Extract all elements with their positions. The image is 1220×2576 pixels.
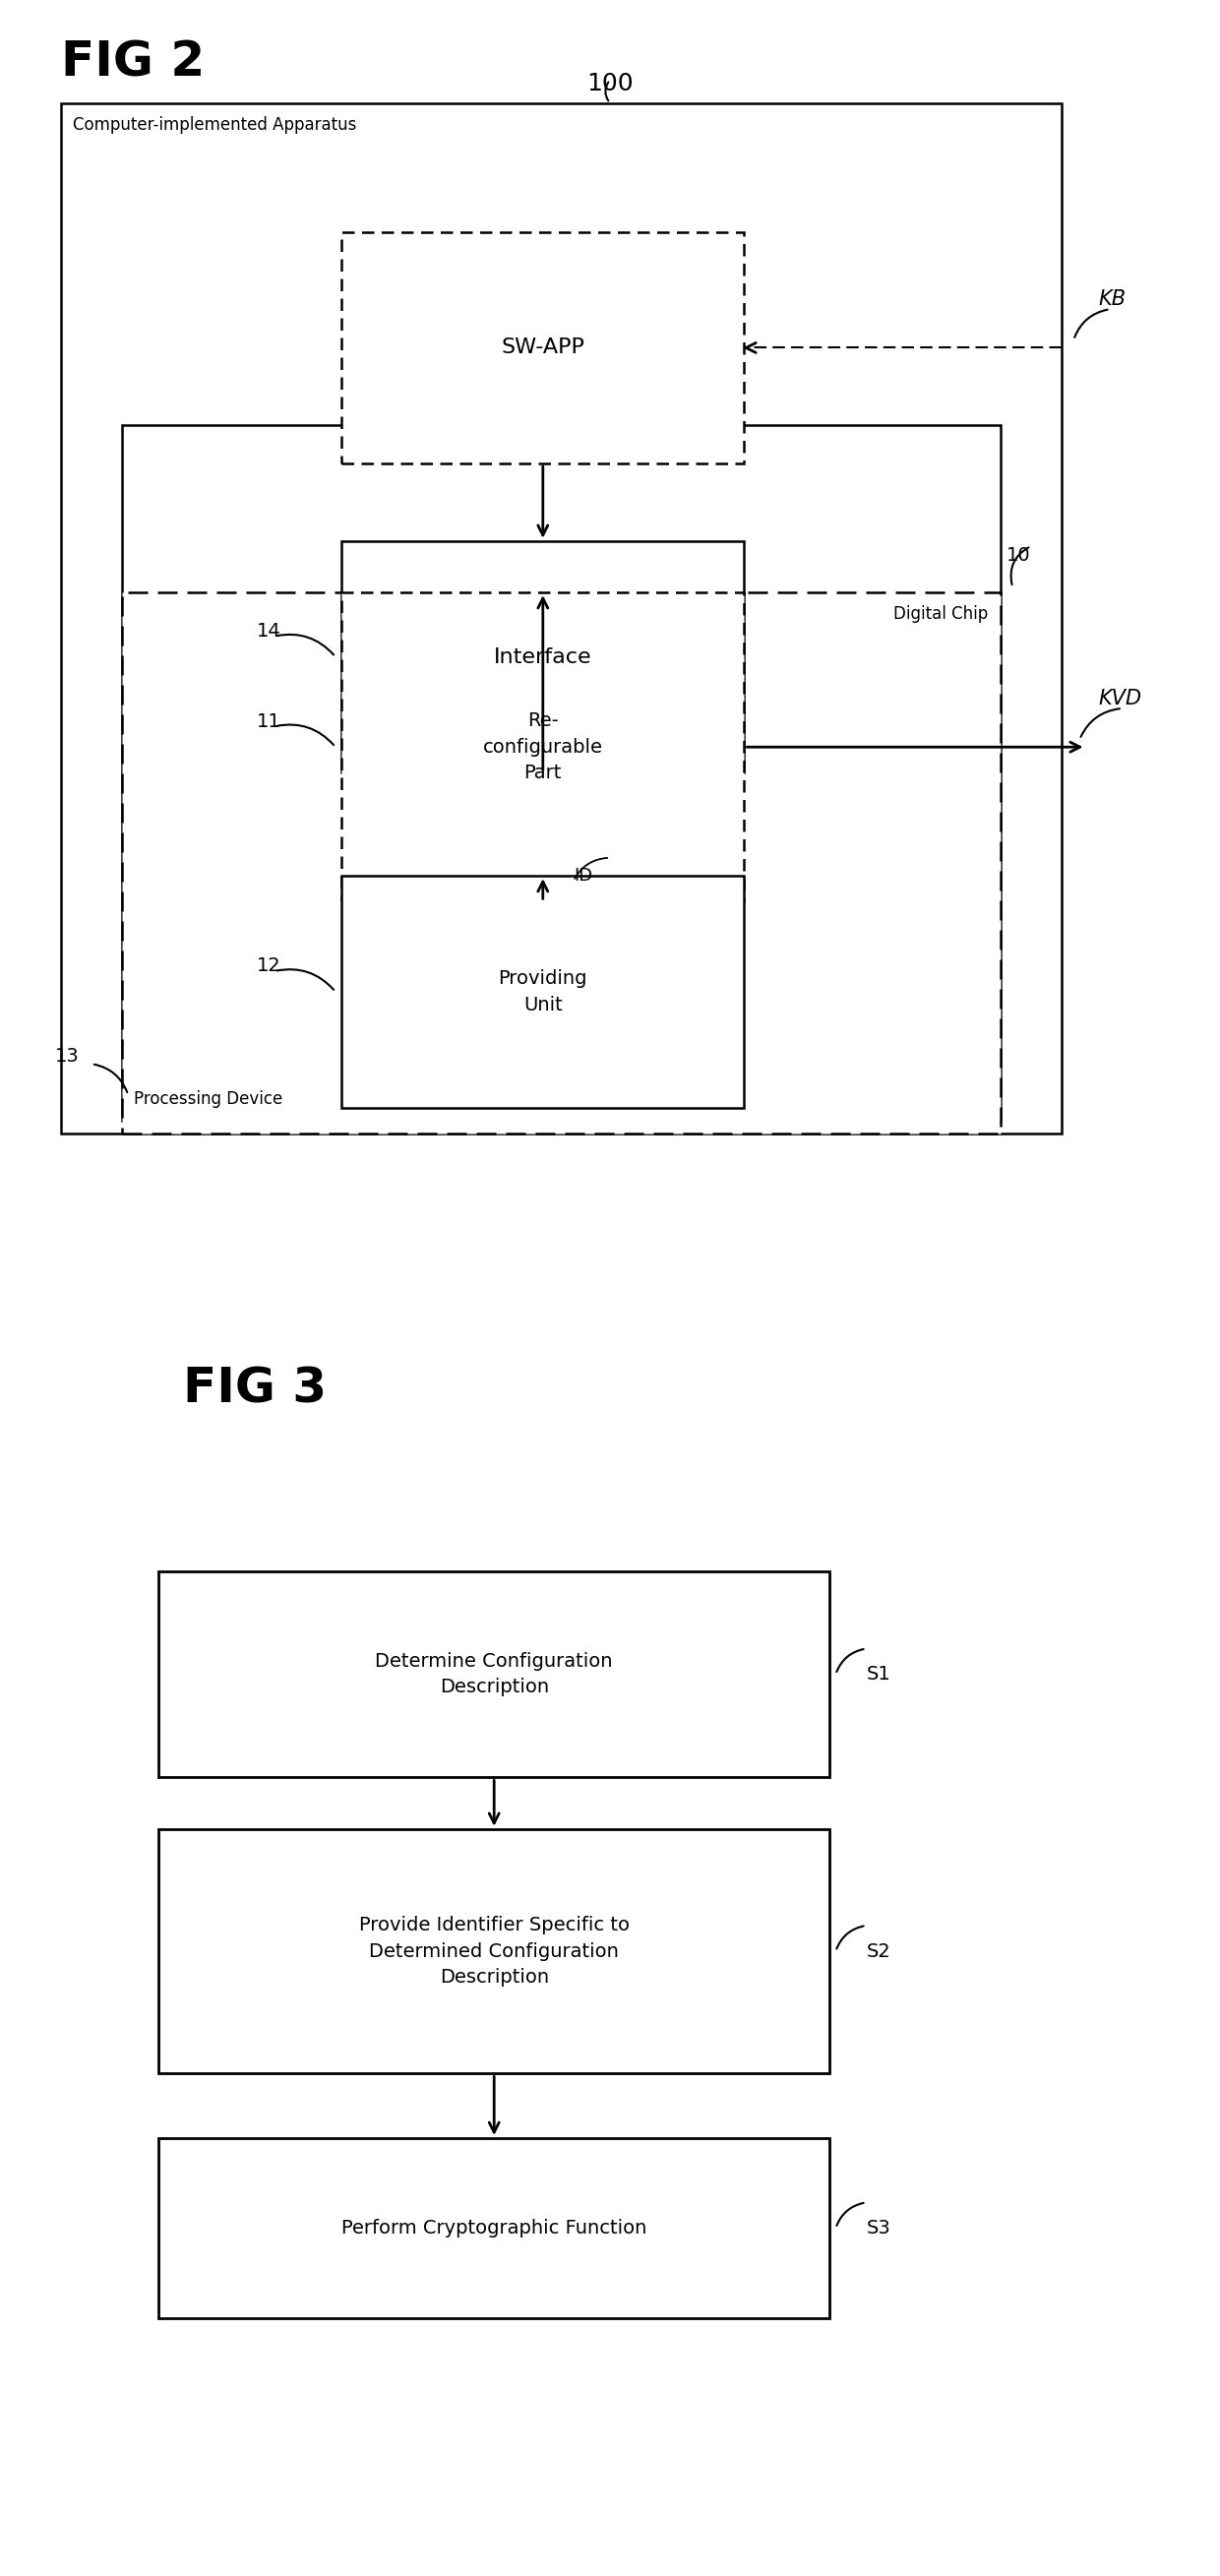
Text: Provide Identifier Specific to
Determined Configuration
Description: Provide Identifier Specific to Determine… (359, 1917, 630, 1986)
Text: S1: S1 (866, 1664, 891, 1685)
Text: FIG 3: FIG 3 (183, 1365, 327, 1412)
Text: KVD: KVD (1098, 688, 1142, 708)
Bar (61, 103, 1061, 1133)
Text: Perform Cryptographic Function: Perform Cryptographic Function (342, 2218, 647, 2239)
Text: Computer-implemented Apparatus: Computer-implemented Apparatus (73, 116, 357, 134)
Bar (159, 1829, 830, 2074)
Text: FIG 2: FIG 2 (61, 39, 205, 85)
Text: Interface: Interface (494, 647, 592, 667)
Bar (122, 425, 1000, 1121)
Text: ID: ID (573, 868, 592, 884)
Text: 14: 14 (256, 621, 281, 641)
Bar (159, 1571, 830, 1777)
Text: 12: 12 (256, 956, 281, 976)
Text: 13: 13 (55, 1046, 79, 1066)
Bar (159, 2138, 830, 2318)
Text: S2: S2 (866, 1942, 891, 1960)
Bar (342, 541, 744, 773)
Bar (122, 592, 1000, 1133)
Text: Providing
Unit: Providing Unit (499, 969, 587, 1015)
Text: 11: 11 (256, 711, 281, 732)
Bar (342, 232, 744, 464)
Text: S3: S3 (866, 2218, 891, 2239)
Text: 100: 100 (587, 72, 633, 95)
Text: Determine Configuration
Description: Determine Configuration Description (376, 1651, 612, 1698)
Text: Digital Chip: Digital Chip (893, 605, 988, 623)
Text: Re-
configurable
Part: Re- configurable Part (483, 711, 603, 783)
Text: SW-APP: SW-APP (501, 337, 584, 358)
Text: Processing Device: Processing Device (134, 1090, 283, 1108)
Bar (342, 876, 744, 1108)
Text: KB: KB (1098, 289, 1126, 309)
Bar (342, 592, 744, 902)
Text: 10: 10 (1006, 546, 1031, 564)
